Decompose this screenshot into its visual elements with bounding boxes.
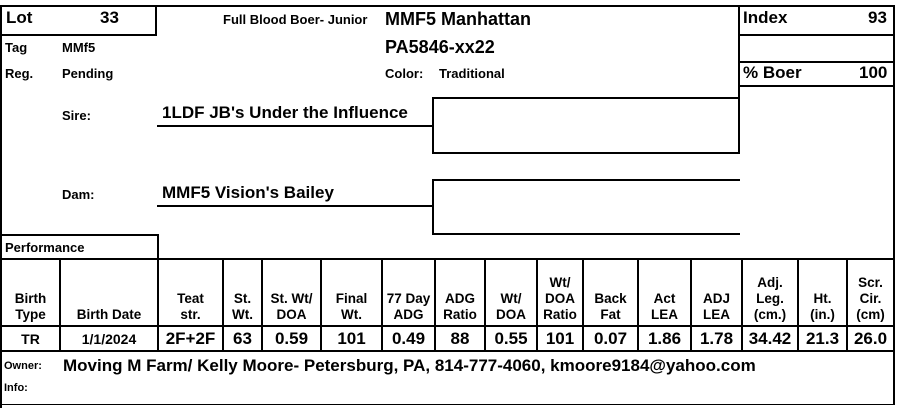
- performance-label: Performance: [5, 240, 85, 255]
- header-scrotal-circ: Scr. Cir. (cm): [856, 275, 885, 322]
- outer-border-left: [0, 5, 2, 408]
- value-st-wt: 63: [233, 328, 252, 348]
- header-birth-date: Birth Date: [76, 307, 142, 322]
- boer-box-top: [738, 61, 895, 63]
- performance-box-right: [157, 234, 159, 260]
- animal-name: MMF5 Manhattan: [385, 9, 531, 29]
- lot-label: Lot: [6, 8, 33, 27]
- header-height: Ht. (in.): [810, 291, 835, 322]
- registration-number: PA5846-xx22: [385, 37, 495, 57]
- header-77day-adg: 77 Day ADG: [386, 291, 431, 322]
- sire-dam-line: [432, 152, 740, 154]
- col-divider: [157, 258, 159, 352]
- index-box-bottom: [738, 34, 895, 36]
- col-divider: [381, 258, 383, 352]
- sire-underline: [157, 125, 434, 127]
- col-divider: [741, 258, 743, 352]
- reg-label: Reg.: [5, 66, 34, 81]
- header-st-wt: St. Wt.: [232, 291, 253, 322]
- col-divider: [846, 258, 848, 352]
- value-act-lea: 1.86: [647, 328, 682, 348]
- col-divider: [222, 258, 224, 352]
- col-divider: [320, 258, 322, 352]
- col-divider: [536, 258, 538, 352]
- header-adj-leg: Adj. Leg. (cm.): [753, 275, 787, 322]
- value-77day-adg: 0.49: [391, 328, 426, 348]
- header-act-lea: Act LEA: [651, 291, 678, 322]
- header-back-fat: Back Fat: [594, 291, 627, 322]
- value-back-fat: 0.07: [593, 328, 628, 348]
- lot-box-bottom: [0, 34, 157, 36]
- col-divider: [582, 258, 584, 352]
- dam-label: Dam:: [62, 187, 95, 202]
- value-final-wt: 101: [337, 328, 366, 348]
- pct-boer-value: 100: [859, 63, 888, 82]
- dam-underline: [157, 205, 434, 207]
- col-divider: [797, 258, 799, 352]
- owner-info: Moving M Farm/ Kelly Moore- Petersburg, …: [63, 356, 756, 375]
- value-wt-doa: 0.55: [494, 328, 528, 348]
- value-birth-date: 1/1/2024: [81, 330, 137, 347]
- owner-label: Owner:: [4, 360, 42, 372]
- sire-sire-line: [432, 97, 740, 99]
- dam-dam-line: [432, 233, 740, 235]
- info-label: Info:: [4, 382, 28, 394]
- sire-name: 1LDF JB's Under the Influence: [162, 103, 408, 122]
- value-adj-lea: 1.78: [699, 328, 734, 348]
- breed-label: Full Blood Boer- Junior: [223, 12, 368, 27]
- boer-box-bottom: [738, 85, 895, 87]
- col-divider: [484, 258, 486, 352]
- value-st-wt-doa: 0.59: [274, 328, 309, 348]
- lot-box-right: [155, 5, 157, 36]
- reg-value: Pending: [62, 66, 114, 81]
- value-adj-leg: 34.42: [748, 328, 792, 348]
- lot-number: 33: [100, 8, 119, 27]
- value-teat-str: 2F+2F: [165, 328, 216, 348]
- pct-boer-label: % Boer: [743, 63, 802, 82]
- outer-border-right: [893, 5, 895, 405]
- tag-label: Tag: [5, 40, 28, 55]
- performance-box-top: [0, 234, 159, 236]
- index-value: 93: [868, 8, 887, 27]
- color-value: Traditional: [439, 66, 505, 81]
- col-divider: [59, 258, 61, 352]
- col-divider: [261, 258, 263, 352]
- index-label: Index: [743, 8, 788, 27]
- header-final-wt: Final Wt.: [335, 291, 368, 322]
- col-divider: [690, 258, 692, 352]
- table-bottom: [0, 350, 895, 352]
- header-adg-ratio: ADG Ratio: [443, 291, 477, 322]
- value-wt-doa-ratio: 101: [545, 328, 575, 348]
- header-wt-doa: Wt/DOA: [496, 291, 526, 322]
- value-height: 21.3: [805, 328, 840, 348]
- color-label: Color:: [385, 66, 424, 81]
- tag-value: MMf5: [62, 40, 96, 55]
- dam-sire-line: [432, 179, 740, 181]
- value-adg-ratio: 88: [450, 328, 470, 348]
- col-divider: [637, 258, 639, 352]
- sire-label: Sire:: [62, 108, 91, 123]
- header-wt-doa-ratio: Wt/DOA Ratio: [543, 275, 577, 322]
- header-adj-lea: ADJ LEA: [702, 291, 730, 322]
- table-top: [0, 258, 895, 260]
- dam-bracket: [432, 179, 434, 235]
- col-divider: [434, 258, 436, 352]
- sire-bracket: [432, 97, 434, 154]
- value-birth-type: TR: [21, 330, 40, 347]
- header-teat-str: Teat str.: [177, 291, 204, 322]
- owner-box-bottom: [0, 404, 895, 405]
- header-st-wt-doa: St. Wt/DOA: [270, 291, 313, 322]
- value-scrotal-circ: 26.0: [853, 328, 888, 348]
- index-box-left: [738, 5, 740, 154]
- table-header-bottom: [0, 325, 895, 327]
- outer-border-top: [0, 5, 895, 7]
- dam-name: MMF5 Vision's Bailey: [162, 183, 334, 202]
- header-birth-type: Birth Type: [14, 291, 47, 322]
